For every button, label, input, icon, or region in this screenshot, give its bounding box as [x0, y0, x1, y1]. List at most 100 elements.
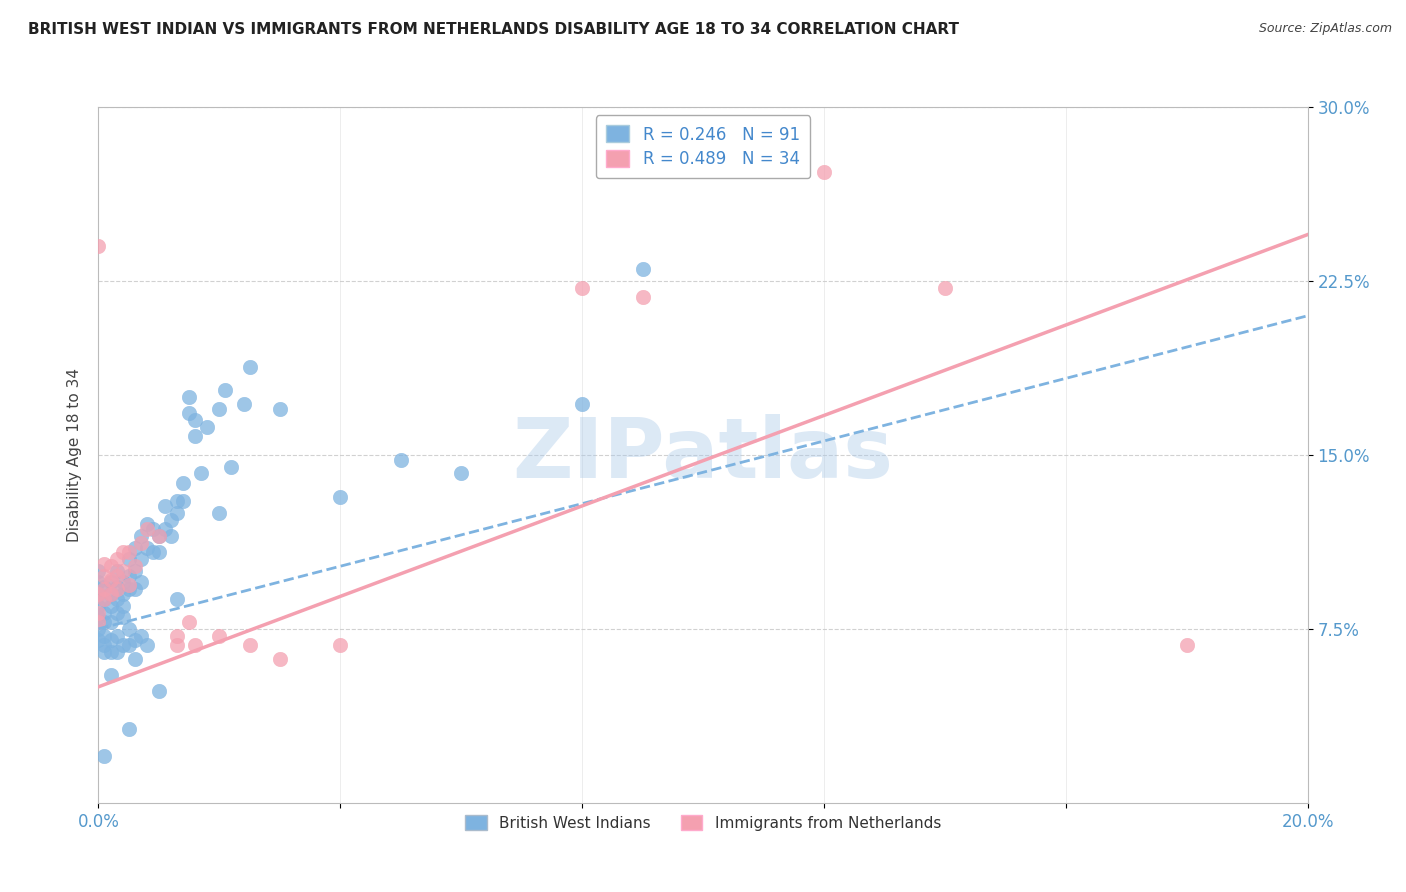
- Point: [87, 610, 110, 624]
- Point: [135, 522, 157, 536]
- Point: [93, 591, 115, 606]
- Point: [105, 564, 128, 578]
- Point: [129, 536, 152, 550]
- Point: [148, 545, 170, 559]
- Point: [100, 587, 122, 601]
- Point: [111, 638, 134, 652]
- Point: [87, 564, 110, 578]
- Point: [172, 475, 194, 490]
- Point: [166, 591, 188, 606]
- Point: [87, 587, 110, 601]
- Point: [148, 529, 170, 543]
- Point: [221, 459, 243, 474]
- Point: [105, 645, 128, 659]
- Point: [208, 506, 231, 520]
- Point: [87, 575, 110, 590]
- Point: [87, 633, 110, 648]
- Point: [179, 615, 201, 629]
- Point: [172, 494, 194, 508]
- Point: [184, 413, 207, 427]
- Point: [111, 587, 134, 601]
- Point: [100, 559, 122, 574]
- Point: [124, 652, 146, 666]
- Point: [118, 545, 141, 559]
- Point: [118, 722, 141, 736]
- Point: [190, 467, 212, 481]
- Point: [118, 568, 141, 582]
- Point: [129, 552, 152, 566]
- Point: [105, 606, 128, 620]
- Point: [87, 615, 110, 629]
- Point: [87, 587, 110, 601]
- Point: [135, 517, 157, 532]
- Point: [129, 529, 152, 543]
- Point: [129, 575, 152, 590]
- Point: [100, 599, 122, 613]
- Point: [100, 645, 122, 659]
- Point: [105, 580, 128, 594]
- Point: [124, 559, 146, 574]
- Text: ZIPatlas: ZIPatlas: [513, 415, 893, 495]
- Point: [153, 499, 176, 513]
- Point: [100, 573, 122, 587]
- Point: [87, 622, 110, 636]
- Point: [135, 541, 157, 555]
- Point: [214, 383, 236, 397]
- Point: [142, 522, 165, 536]
- Point: [571, 281, 593, 295]
- Legend: British West Indians, Immigrants from Netherlands: British West Indians, Immigrants from Ne…: [458, 809, 948, 837]
- Point: [813, 165, 835, 179]
- Point: [934, 281, 956, 295]
- Point: [329, 490, 352, 504]
- Point: [239, 638, 262, 652]
- Point: [184, 429, 207, 443]
- Point: [166, 506, 188, 520]
- Point: [450, 467, 472, 481]
- Y-axis label: Disability Age 18 to 34: Disability Age 18 to 34: [66, 368, 82, 542]
- Point: [105, 591, 128, 606]
- Point: [87, 606, 110, 620]
- Point: [93, 645, 115, 659]
- Point: [118, 622, 141, 636]
- Point: [118, 582, 141, 597]
- Point: [100, 575, 122, 590]
- Point: [124, 541, 146, 555]
- Point: [105, 552, 128, 566]
- Point: [87, 599, 110, 613]
- Point: [87, 239, 110, 253]
- Point: [631, 262, 654, 277]
- Point: [160, 529, 183, 543]
- Point: [124, 633, 146, 648]
- Point: [184, 638, 207, 652]
- Point: [269, 401, 291, 416]
- Point: [124, 564, 146, 578]
- Point: [93, 580, 115, 594]
- Text: BRITISH WEST INDIAN VS IMMIGRANTS FROM NETHERLANDS DISABILITY AGE 18 TO 34 CORRE: BRITISH WEST INDIAN VS IMMIGRANTS FROM N…: [28, 22, 959, 37]
- Point: [93, 606, 115, 620]
- Point: [129, 629, 152, 643]
- Point: [93, 749, 115, 764]
- Point: [166, 638, 188, 652]
- Point: [269, 652, 291, 666]
- Point: [166, 629, 188, 643]
- Point: [118, 552, 141, 566]
- Point: [100, 668, 122, 682]
- Point: [111, 599, 134, 613]
- Point: [571, 397, 593, 411]
- Point: [232, 397, 254, 411]
- Point: [111, 610, 134, 624]
- Point: [195, 420, 218, 434]
- Point: [93, 615, 115, 629]
- Point: [135, 638, 157, 652]
- Point: [118, 578, 141, 592]
- Point: [105, 582, 128, 597]
- Point: [105, 568, 128, 582]
- Point: [118, 638, 141, 652]
- Point: [329, 638, 352, 652]
- Point: [1175, 638, 1198, 652]
- Point: [124, 582, 146, 597]
- Point: [100, 615, 122, 629]
- Point: [93, 568, 115, 582]
- Point: [166, 494, 188, 508]
- Point: [160, 513, 183, 527]
